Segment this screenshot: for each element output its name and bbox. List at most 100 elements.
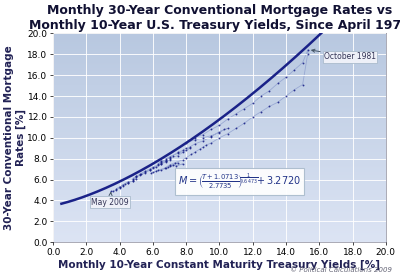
Point bbox=[304, 52, 311, 56]
Point bbox=[116, 186, 123, 190]
Point bbox=[133, 174, 140, 179]
Point bbox=[200, 139, 206, 143]
Point bbox=[113, 188, 120, 192]
Point bbox=[180, 162, 186, 166]
Point bbox=[142, 170, 148, 175]
Point bbox=[196, 147, 203, 152]
X-axis label: Monthly 10-Year Constant Maturity Treasury Yields [%]: Monthly 10-Year Constant Maturity Treasu… bbox=[58, 259, 380, 270]
Point bbox=[158, 161, 164, 165]
Point bbox=[186, 146, 193, 150]
Point bbox=[224, 132, 231, 136]
Point bbox=[150, 170, 156, 175]
Point bbox=[153, 169, 160, 173]
Point bbox=[130, 178, 136, 183]
Point bbox=[203, 143, 209, 147]
Point bbox=[175, 153, 181, 158]
Point bbox=[158, 162, 164, 166]
Point bbox=[155, 162, 161, 166]
Point bbox=[283, 94, 289, 98]
Point bbox=[158, 160, 164, 164]
Point bbox=[133, 175, 140, 180]
Point bbox=[142, 169, 148, 173]
Text: © Political Calculations 2009: © Political Calculations 2009 bbox=[290, 267, 392, 273]
Point bbox=[241, 121, 248, 125]
Point bbox=[208, 135, 214, 139]
Point bbox=[155, 163, 161, 167]
Point bbox=[165, 165, 171, 169]
Point bbox=[250, 101, 256, 105]
Point bbox=[183, 146, 189, 150]
Point bbox=[120, 182, 126, 187]
Point bbox=[130, 178, 136, 183]
Point bbox=[110, 189, 116, 193]
Point bbox=[188, 152, 194, 157]
Point bbox=[163, 156, 170, 161]
Point bbox=[233, 112, 239, 116]
Point bbox=[283, 75, 289, 79]
Point bbox=[216, 123, 223, 127]
Point bbox=[122, 182, 128, 186]
Point bbox=[166, 154, 173, 159]
Point bbox=[150, 165, 156, 169]
Point bbox=[175, 161, 181, 165]
Point bbox=[163, 158, 170, 162]
Point bbox=[305, 47, 311, 52]
Point bbox=[208, 141, 214, 145]
Point bbox=[161, 166, 168, 170]
Point bbox=[173, 164, 180, 168]
Point bbox=[180, 148, 186, 153]
Point bbox=[300, 82, 306, 87]
Point bbox=[200, 145, 206, 149]
Point bbox=[133, 174, 140, 179]
Point bbox=[136, 173, 143, 178]
Point bbox=[208, 133, 214, 138]
Point bbox=[175, 151, 181, 156]
Point bbox=[125, 181, 131, 185]
Point bbox=[166, 156, 173, 161]
Point bbox=[133, 176, 140, 181]
Point bbox=[241, 106, 248, 111]
Point bbox=[146, 168, 153, 172]
Point bbox=[233, 126, 239, 131]
Point bbox=[216, 136, 223, 140]
Point bbox=[163, 159, 170, 163]
Point bbox=[191, 150, 198, 155]
Point bbox=[180, 150, 186, 155]
Point bbox=[116, 185, 123, 189]
Point bbox=[191, 142, 198, 146]
Point bbox=[166, 163, 173, 167]
Point bbox=[146, 168, 153, 172]
Point bbox=[153, 165, 160, 169]
Point bbox=[291, 88, 298, 92]
Point bbox=[258, 110, 264, 114]
Point bbox=[130, 177, 136, 182]
Point bbox=[170, 163, 176, 167]
Point bbox=[130, 176, 136, 181]
Point bbox=[158, 168, 164, 172]
Point bbox=[138, 172, 144, 176]
Point bbox=[186, 145, 193, 149]
Point bbox=[171, 161, 178, 165]
Point bbox=[274, 100, 281, 104]
Point bbox=[155, 168, 161, 172]
Point bbox=[136, 172, 143, 176]
Point bbox=[208, 127, 214, 132]
Point bbox=[250, 115, 256, 119]
Point bbox=[148, 171, 154, 175]
Point bbox=[116, 185, 123, 189]
Point bbox=[166, 158, 173, 162]
Point bbox=[216, 129, 223, 134]
Point bbox=[163, 159, 170, 163]
Point bbox=[266, 89, 272, 93]
Point bbox=[200, 132, 206, 137]
Text: May 2009: May 2009 bbox=[91, 193, 129, 207]
Point bbox=[158, 162, 164, 166]
Point bbox=[166, 155, 173, 160]
Text: October 1981: October 1981 bbox=[312, 49, 376, 61]
Point bbox=[216, 130, 223, 135]
Point bbox=[158, 159, 164, 163]
Text: $M = \left(\!\frac{T + 1.0713}{2.7735}\!\right)^{\!\!\frac{1}{0.6473}}\!\! + 3.2: $M = \left(\!\frac{T + 1.0713}{2.7735}\!… bbox=[178, 172, 301, 192]
Point bbox=[166, 164, 173, 168]
Point bbox=[113, 187, 120, 191]
Point bbox=[183, 148, 189, 153]
